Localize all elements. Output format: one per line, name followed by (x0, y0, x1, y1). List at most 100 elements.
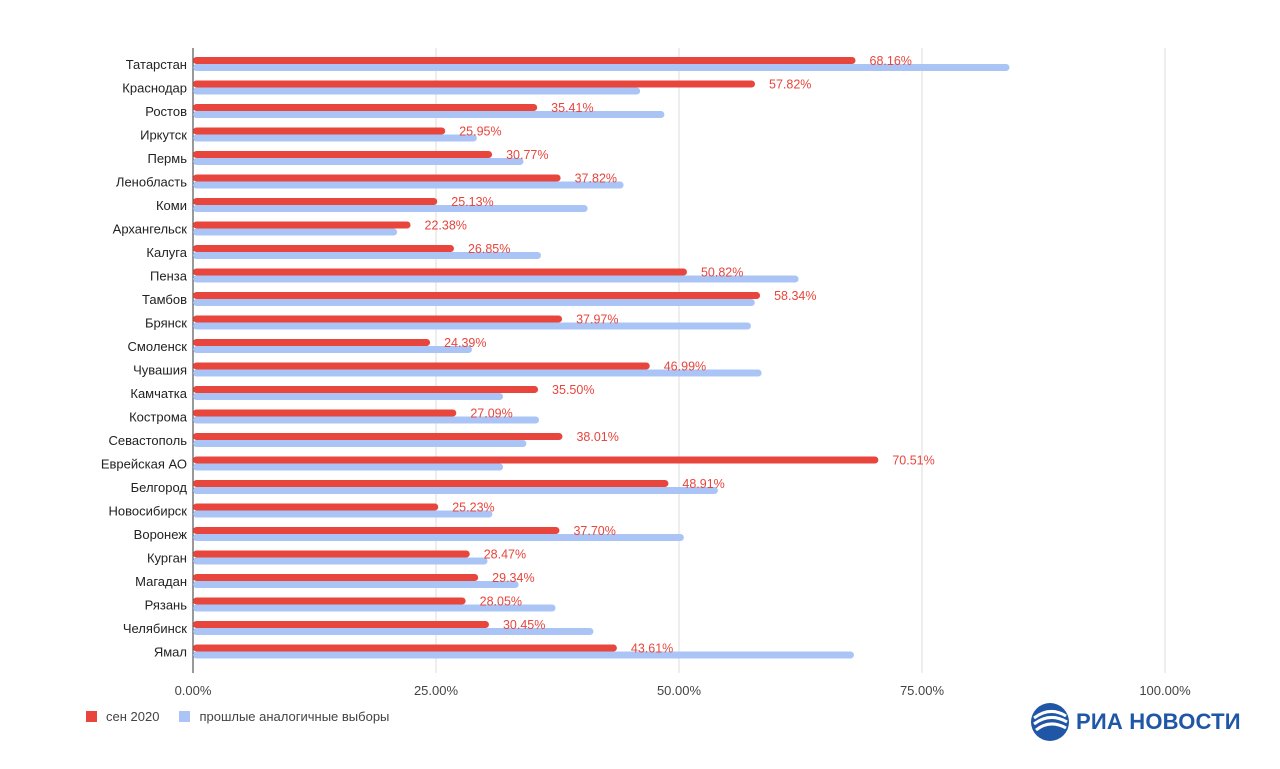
category-label: Пенза (150, 269, 188, 284)
bar-sep-2020 (193, 597, 466, 605)
data-label: 48.91% (682, 477, 724, 491)
legend: сен 2020 прошлые аналогичные выборы (86, 709, 409, 724)
bar-sep-2020 (193, 221, 411, 229)
data-label: 38.01% (576, 430, 618, 444)
x-tick-label: 100.00% (1139, 683, 1191, 698)
category-label: Челябинск (123, 621, 187, 636)
category-label: Кострома (129, 410, 188, 425)
category-label: Ямал (154, 645, 187, 660)
bar-previous (193, 111, 665, 118)
category-label: Пермь (147, 151, 187, 166)
data-label: 24.39% (444, 336, 486, 350)
data-label: 37.82% (575, 172, 617, 186)
bar-sep-2020 (193, 339, 431, 346)
x-tick-label: 75.00% (900, 683, 945, 698)
data-label: 37.97% (576, 313, 618, 327)
ria-logo-icon (1031, 703, 1069, 741)
bar-previous (193, 440, 527, 447)
bar-previous (193, 369, 762, 377)
data-label: 26.85% (468, 242, 510, 256)
bar-sep-2020 (193, 409, 457, 417)
data-label: 27.09% (470, 407, 512, 421)
bar-previous (193, 134, 477, 142)
bar-sep-2020 (193, 292, 761, 299)
category-label: Севастополь (109, 433, 188, 448)
ria-novosti-logo: РИА НОВОСТИ (1030, 702, 1241, 742)
category-label: Новосибирск (109, 504, 188, 519)
category-label: Брянск (145, 316, 187, 331)
category-label: Магадан (135, 574, 187, 589)
category-label: Краснодар (122, 81, 187, 96)
category-label: Архангельск (113, 222, 188, 237)
data-label: 37.70% (573, 524, 615, 538)
legend-swatch-series-2 (179, 711, 191, 722)
category-label: Тамбов (142, 292, 187, 307)
bar-sep-2020 (193, 386, 539, 393)
bar-sep-2020 (193, 480, 669, 487)
data-label: 25.13% (451, 195, 493, 209)
data-label: 22.38% (425, 219, 467, 233)
data-label: 25.95% (459, 125, 501, 139)
category-label: Ростов (145, 104, 187, 119)
bar-previous (193, 346, 472, 353)
legend-swatch-series-1 (86, 711, 97, 722)
logo-text: РИА НОВОСТИ (1076, 709, 1241, 734)
data-label: 25.23% (452, 501, 494, 515)
legend-item-series-2: прошлые аналогичные выборы (179, 709, 389, 724)
bar-sep-2020 (193, 550, 470, 558)
bar-previous (193, 205, 588, 212)
data-label: 58.34% (774, 289, 816, 303)
bar-previous (193, 181, 624, 189)
bar-previous (193, 158, 524, 165)
category-label: Рязань (145, 598, 188, 613)
bar-sep-2020 (193, 127, 446, 135)
bar-previous (193, 651, 854, 659)
data-label: 35.41% (551, 101, 593, 115)
data-label: 35.50% (552, 383, 594, 397)
bar-sep-2020 (193, 268, 687, 276)
category-label: Ленобласть (116, 175, 187, 190)
bar-previous (193, 64, 1010, 71)
legend-label-series-2: прошлые аналогичные выборы (199, 709, 390, 724)
bar-sep-2020 (193, 315, 563, 323)
bar-previous (193, 581, 519, 588)
bar-previous (193, 416, 540, 424)
bar-previous (193, 252, 541, 259)
bar-sep-2020 (193, 527, 560, 534)
bar-previous (193, 604, 556, 612)
legend-label-series-1: сен 2020 (106, 709, 160, 724)
category-label: Камчатка (130, 386, 187, 401)
bar-sep-2020 (193, 151, 493, 158)
category-label: Чувашия (133, 363, 187, 378)
data-label: 70.51% (892, 454, 934, 468)
bar-sep-2020 (193, 104, 538, 111)
data-label: 30.45% (503, 618, 545, 632)
bar-previous (193, 487, 718, 494)
data-label: 28.05% (480, 595, 522, 609)
bar-sep-2020 (193, 362, 650, 370)
bar-previous (193, 628, 594, 635)
bar-sep-2020 (193, 574, 479, 581)
category-label: Татарстан (126, 57, 187, 72)
data-label: 43.61% (631, 642, 673, 656)
bar-previous (193, 510, 493, 518)
data-label: 50.82% (701, 266, 743, 280)
data-label: 28.47% (484, 548, 526, 562)
legend-item-series-1: сен 2020 (86, 709, 159, 724)
bar-sep-2020 (193, 433, 563, 440)
category-label: Калуга (146, 245, 187, 260)
data-label: 29.34% (492, 571, 534, 585)
bar-previous (193, 299, 755, 306)
bar-previous (193, 557, 488, 565)
category-label: Коми (156, 198, 187, 213)
x-tick-label: 25.00% (414, 683, 459, 698)
bar-previous (193, 228, 398, 236)
bar-previous (193, 463, 504, 471)
bar-sep-2020 (193, 198, 438, 205)
bar-sep-2020 (193, 621, 489, 628)
bar-sep-2020 (193, 80, 756, 88)
bar-sep-2020 (193, 456, 879, 464)
category-label: Еврейская АО (101, 457, 187, 472)
